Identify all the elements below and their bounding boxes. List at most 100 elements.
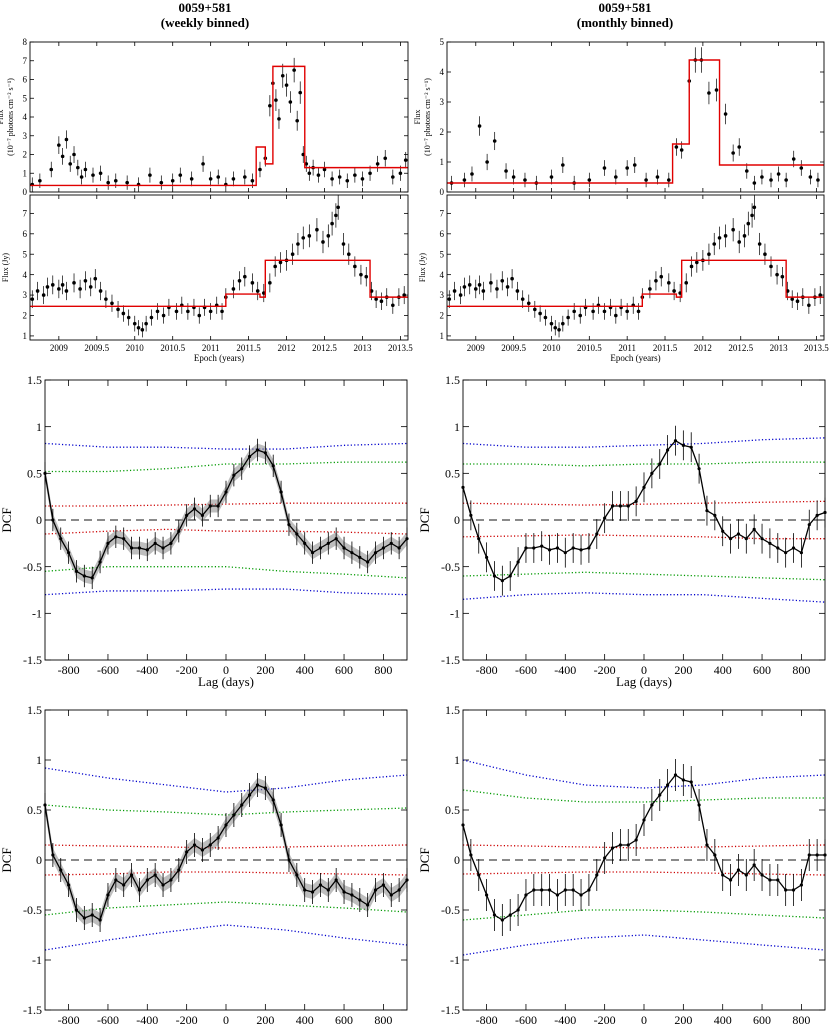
data-point [50, 283, 55, 287]
data-point [818, 293, 823, 297]
dcf-point [279, 823, 283, 827]
dcf-point [381, 546, 385, 550]
dcf-point [397, 888, 401, 892]
data-point [268, 103, 272, 108]
y-axis-label: DCF [0, 847, 14, 872]
dcf-point [263, 786, 267, 790]
sig_low-curve [45, 502, 407, 507]
x-tick-label: 2012.5 [728, 343, 753, 353]
data-point [625, 309, 629, 314]
data-point [712, 242, 717, 246]
y-tick-label: 0 [23, 187, 28, 197]
y-tick-label: 0 [440, 187, 445, 197]
y-tick-label: -1 [32, 953, 42, 967]
data-point [208, 309, 213, 314]
dcf-point [532, 546, 536, 550]
y-axis-label: (10⁻⁷ photons cm⁻² s⁻¹) [423, 78, 432, 156]
y-tick-label: 1.5 [27, 703, 42, 717]
data-point [216, 175, 221, 179]
dcf-point [587, 888, 591, 892]
dcf-point [185, 850, 189, 854]
dcf-error-band [45, 778, 407, 927]
y-tick-label: 4 [23, 112, 28, 122]
data-point [752, 181, 757, 185]
dcf-point [595, 873, 599, 877]
x-tick-label: 2010 [126, 343, 145, 353]
data-point [742, 234, 747, 238]
x-tick-label: 2013.5 [804, 343, 829, 353]
x-tick-label: -200 [594, 1013, 616, 1027]
sig_low-curve [462, 871, 826, 876]
y-tick-label: 2 [440, 127, 445, 137]
data-point [178, 173, 183, 177]
data-point [353, 264, 357, 269]
data-point [654, 278, 658, 283]
data-point [189, 177, 194, 181]
x-tick-label: 2009.5 [501, 343, 526, 353]
dcf-point [603, 856, 607, 860]
dcf-point [271, 464, 275, 468]
sig_mid-curve [463, 461, 825, 467]
dcf-point [318, 883, 323, 887]
data-point [41, 293, 46, 297]
dcf-point [334, 537, 338, 541]
dcf-point [373, 888, 378, 892]
x-tick-label: -600 [515, 1013, 537, 1027]
dcf-point [744, 873, 748, 877]
y-tick-label: 1 [440, 331, 445, 341]
dcf-point [350, 893, 354, 897]
y-tick-label: 3 [440, 290, 445, 300]
dcf-point [681, 778, 685, 782]
dcf-point [815, 853, 819, 857]
dcf-point [389, 541, 393, 545]
sig_low-curve [44, 871, 408, 876]
block-line [447, 59, 824, 184]
dcf-point [114, 878, 118, 882]
plot-frame [29, 41, 409, 193]
dcf-point [310, 890, 315, 894]
plot-frame [462, 709, 826, 1011]
dcf-point [334, 878, 338, 882]
data-point [737, 145, 742, 149]
dcf-point [571, 888, 575, 892]
dcf-point [705, 843, 709, 847]
data-point [504, 169, 508, 173]
plot-frame [446, 41, 825, 193]
data-point [278, 260, 283, 265]
data-point [330, 177, 334, 181]
data-point [731, 151, 735, 155]
x-tick-label: -200 [176, 1013, 198, 1027]
x-tick-label: 800 [792, 1013, 810, 1027]
data-point [159, 180, 164, 185]
dcf-point [815, 513, 819, 517]
plot-frame [44, 379, 408, 661]
x-tick-label: -800 [476, 663, 498, 677]
dcf-point [634, 838, 638, 842]
dcf-point [358, 898, 362, 902]
y-tick-label: 6 [23, 229, 28, 239]
data-point [353, 173, 357, 177]
data-point [255, 289, 260, 293]
monthly-radio-chart: 1 2 3 4 5 6 7 2009 2009.5 2010 2010.5 2011 2011.5 201… [418, 194, 829, 363]
data-point [689, 264, 694, 269]
dcf-point [547, 548, 552, 552]
x-tick-label: 2010 [542, 343, 561, 353]
data-point [549, 175, 554, 179]
dcf-point [255, 448, 260, 452]
data-point [186, 309, 190, 314]
dcf-point [626, 504, 630, 508]
dcf-point [263, 451, 267, 455]
dcf-point [397, 546, 401, 550]
data-point [723, 112, 728, 116]
dcf-point [516, 908, 520, 912]
data-point [458, 293, 463, 297]
dcf-point [610, 504, 615, 508]
data-point [64, 289, 69, 293]
x-axis-label: Epoch (years) [610, 353, 660, 363]
data-point [116, 307, 120, 312]
data-point [659, 274, 664, 279]
dcf-point [287, 858, 291, 862]
data-point [375, 162, 380, 166]
dcf-point [784, 551, 788, 555]
